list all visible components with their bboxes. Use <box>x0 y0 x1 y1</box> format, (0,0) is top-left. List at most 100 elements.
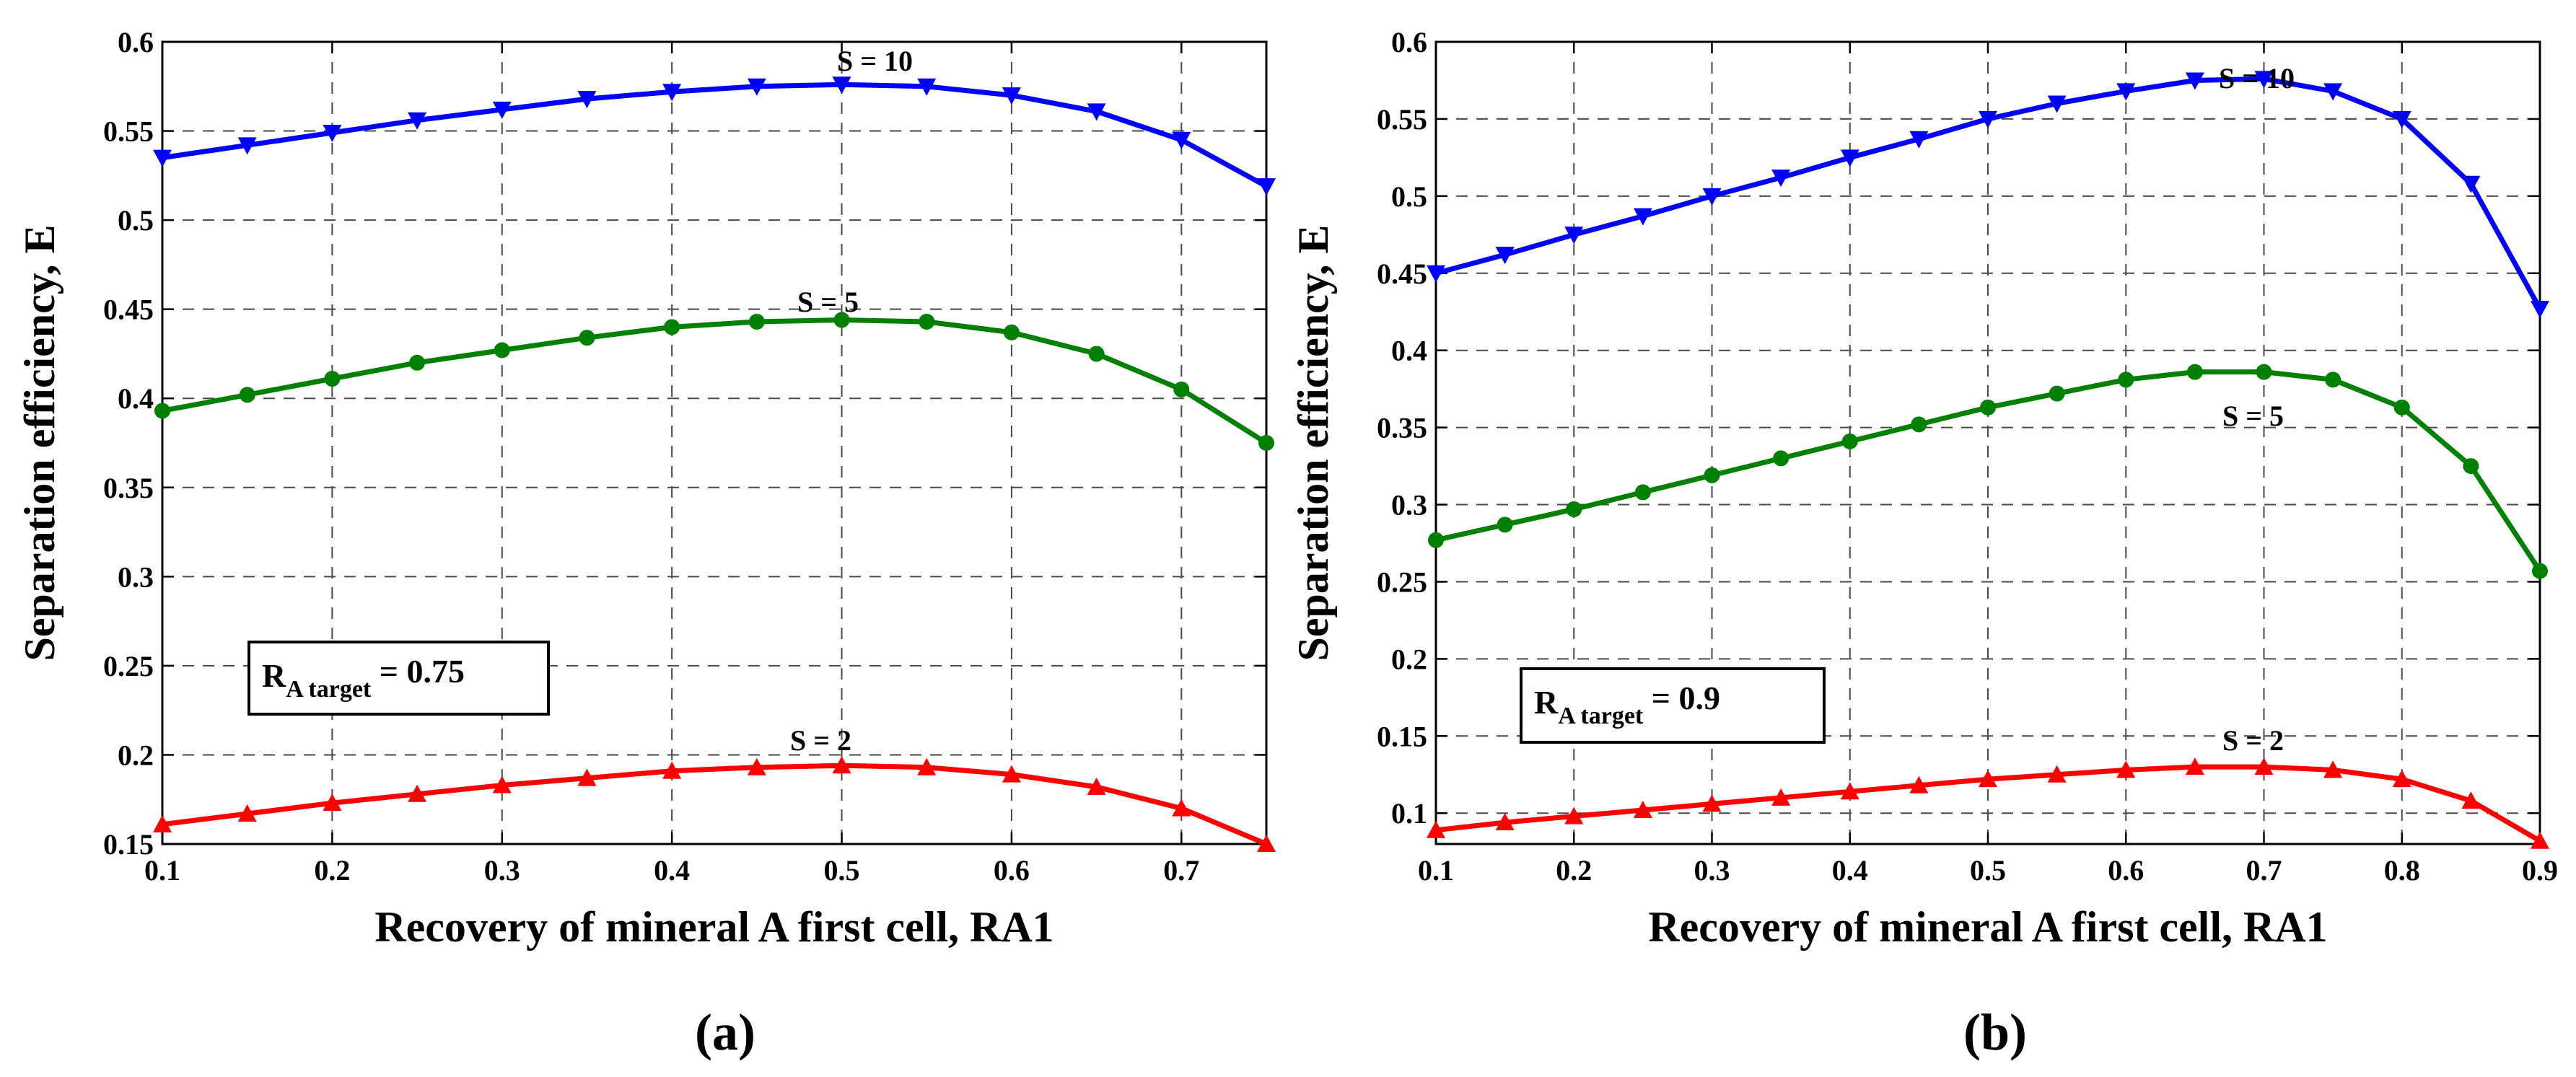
data-point <box>1979 110 1997 128</box>
data-point <box>1634 484 1651 501</box>
x-tick-label: 0.8 <box>2384 854 2420 887</box>
data-point <box>409 354 426 371</box>
data-point <box>1909 131 1929 149</box>
data-point <box>494 342 510 359</box>
data-point <box>2392 770 2411 788</box>
data-point <box>1003 324 1020 340</box>
data-point <box>662 84 682 102</box>
data-point <box>1702 188 1722 206</box>
data-point <box>1566 501 1582 517</box>
data-point <box>2531 831 2549 849</box>
data-point <box>1427 265 1445 283</box>
data-point <box>1173 381 1190 397</box>
y-tick-label: 0.45 <box>1377 258 1427 290</box>
data-point <box>2325 372 2341 388</box>
data-point <box>1087 777 1106 795</box>
data-point <box>1704 467 1720 483</box>
data-point <box>2463 458 2479 475</box>
series-s5 <box>154 312 1274 451</box>
data-point <box>1840 782 1859 800</box>
data-point <box>1495 247 1515 265</box>
series-label: S = 2 <box>790 724 851 757</box>
data-point <box>1495 813 1515 831</box>
series-s2 <box>1427 757 2549 849</box>
data-point <box>662 761 682 779</box>
data-point <box>1088 346 1105 362</box>
data-point <box>1257 178 1276 196</box>
x-tick-label: 0.3 <box>484 854 520 887</box>
y-tick-label: 0.15 <box>1377 720 1427 752</box>
chart-panel-b: 0.1 0.2 0.3 0.4 0.5 0.6 0.7 0.8 0.9 0.1 0.15 0.2 0.2… <box>1289 26 2558 1061</box>
data-point <box>833 312 850 328</box>
data-point <box>323 125 342 143</box>
y-tick-label: 0.25 <box>103 650 154 682</box>
data-point <box>1002 87 1021 105</box>
series-s5 <box>1428 364 2548 579</box>
x-axis-label: Recovery of mineral A first cell, RA1 <box>374 903 1053 951</box>
panel-label: (b) <box>1963 1003 2027 1061</box>
data-point <box>1771 788 1791 806</box>
data-point <box>2461 175 2481 193</box>
data-point <box>579 330 595 346</box>
data-point <box>237 137 257 155</box>
data-point <box>748 313 765 330</box>
series-line <box>162 762 1268 847</box>
x-tick-label: 0.4 <box>654 854 690 887</box>
y-tick-label: 0.6 <box>1391 26 1427 58</box>
data-point <box>492 775 512 794</box>
x-tick-label: 0.1 <box>144 854 180 887</box>
data-point <box>2118 372 2134 388</box>
data-point <box>1002 765 1021 783</box>
data-point <box>237 804 257 822</box>
data-point <box>1911 416 1927 433</box>
y-tick-label: 0.5 <box>1391 180 1427 213</box>
y-tick-label: 0.3 <box>1391 489 1427 522</box>
data-point <box>1564 806 1584 825</box>
series-label: S = 5 <box>797 286 859 318</box>
data-point <box>2323 760 2343 778</box>
data-point <box>492 101 512 119</box>
data-point <box>917 757 937 775</box>
y-tick-label: 0.25 <box>1377 566 1427 598</box>
data-point <box>2116 760 2136 778</box>
x-tick-label: 0.7 <box>2246 854 2282 887</box>
annotation-text: RA target = 0.75 <box>262 653 465 703</box>
series-line <box>162 82 1268 189</box>
x-tick-label: 0.5 <box>1970 854 2006 887</box>
data-point <box>2047 765 2067 783</box>
series-label: S = 5 <box>2222 400 2284 432</box>
data-point <box>2393 399 2410 416</box>
data-point <box>747 78 766 96</box>
series-s2 <box>153 756 1276 852</box>
data-point <box>408 112 427 130</box>
y-tick-label: 0.35 <box>1377 412 1427 444</box>
series-label: S = 10 <box>2219 62 2295 94</box>
y-axis-label: Separation efficiency, E <box>16 225 63 661</box>
y-axis-label: Separation efficiency, E <box>1289 225 1337 661</box>
y-tick-label: 0.15 <box>103 828 154 861</box>
data-point <box>1257 835 1276 852</box>
data-point <box>1633 208 1652 226</box>
data-point <box>1564 227 1584 245</box>
data-point <box>1427 820 1445 838</box>
data-point <box>919 313 935 330</box>
x-tick-label: 0.4 <box>1832 854 1868 887</box>
y-tick-label: 0.45 <box>103 294 154 326</box>
y-tick-label: 0.4 <box>1391 335 1427 367</box>
data-point <box>324 371 341 387</box>
y-tick-label: 0.55 <box>1377 103 1427 136</box>
data-point <box>2256 364 2272 380</box>
data-point <box>153 814 172 832</box>
data-point <box>664 319 680 335</box>
y-tick-label: 0.6 <box>118 26 154 58</box>
data-point <box>2461 791 2481 809</box>
data-point <box>832 76 851 94</box>
data-point <box>1840 149 1859 167</box>
data-point <box>1172 131 1191 149</box>
x-axis-label: Recovery of mineral A first cell, RA1 <box>1648 903 2327 951</box>
y-tick-label: 0.35 <box>103 472 154 504</box>
x-tick-label: 0.9 <box>2522 854 2558 887</box>
data-point <box>2392 110 2411 128</box>
data-point <box>1771 170 1791 188</box>
